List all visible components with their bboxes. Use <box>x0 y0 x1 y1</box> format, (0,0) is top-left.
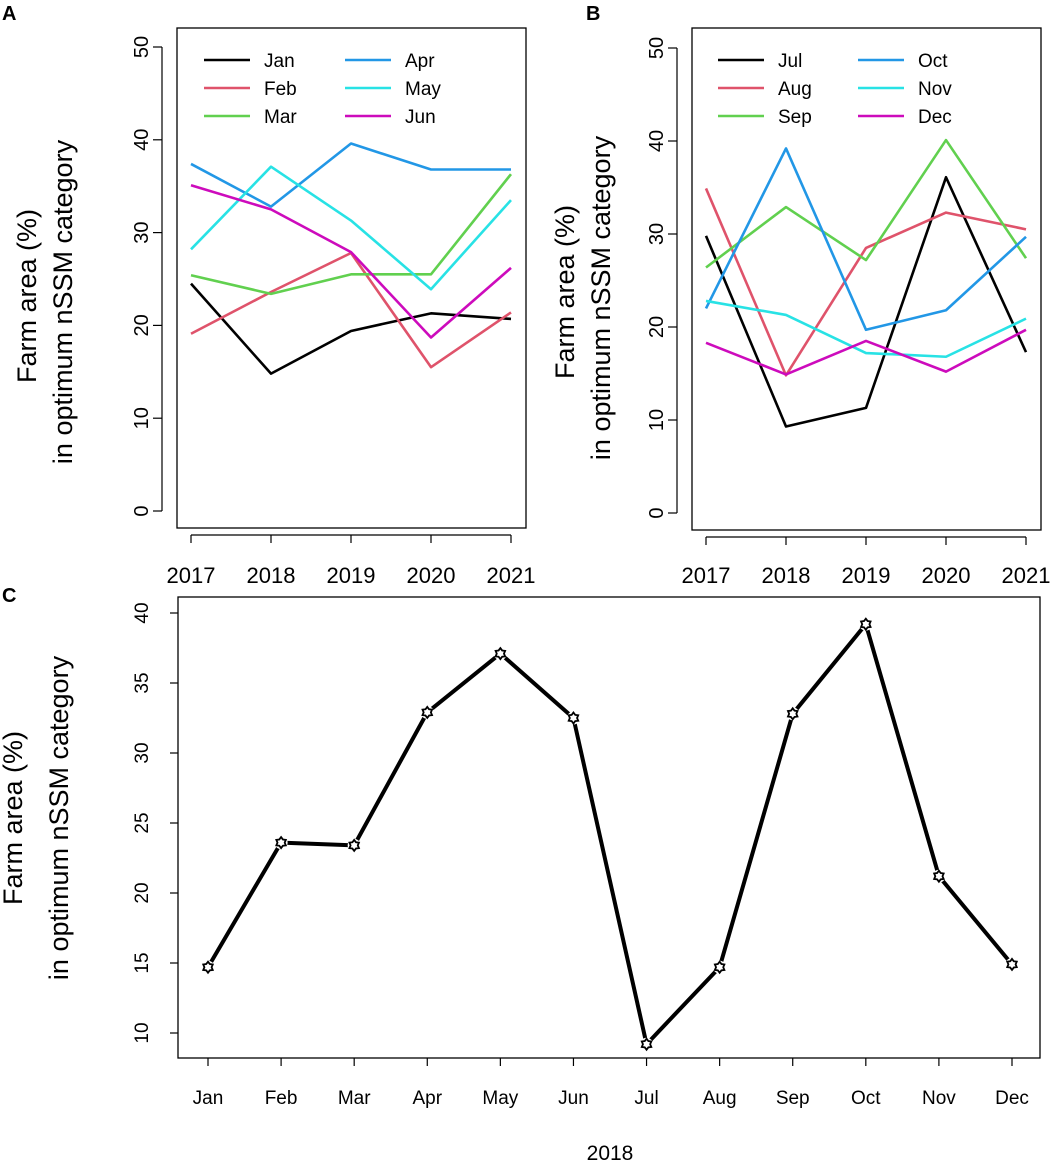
panel-b-series-line-nov <box>705 299 1027 359</box>
panel-c-point-marker <box>786 706 799 721</box>
panel-b-legend-label-aug: Aug <box>778 79 812 100</box>
panel-a-plot-frame <box>176 27 527 529</box>
panel-c-xlabel: 2018 <box>587 1142 634 1165</box>
panel-c-plot-frame <box>177 596 1041 1059</box>
panel-a-ylabel-line1: Farm area (%) <box>12 209 42 383</box>
panel-a-legend-label-jun: Jun <box>405 107 436 128</box>
panel-c-x-tick-label: May <box>482 1088 518 1109</box>
panel-a-legend-label-jan: Jan <box>264 51 295 72</box>
panel-b-legend-label-sep: Sep <box>778 107 812 128</box>
panel-c-y-tick-label: 30 <box>132 742 153 763</box>
panel-b-series-line-aug <box>704 187 1027 377</box>
panel-b: B Farm area (%) in optimum nSSM category… <box>550 3 1050 588</box>
panel-a-legend-label-may: May <box>405 79 441 100</box>
panel-b-series-line-oct <box>704 147 1027 332</box>
panel-a-series-line-jun <box>190 184 512 339</box>
panel-b-x-tick-label: 2020 <box>922 563 971 588</box>
panel-b-y-tick-label: 10 <box>646 409 668 431</box>
panel-a: A Farm area (%) in optimum nSSM category… <box>2 3 535 588</box>
panel-c-x-tick-label: Feb <box>265 1088 298 1109</box>
panel-a-legend-label-mar: Mar <box>264 107 297 128</box>
panel-c-point-marker <box>348 838 361 853</box>
panel-c-y-tick-label: 20 <box>132 882 153 903</box>
panel-c-point-marker <box>932 869 945 884</box>
panel-c-point-marker <box>421 705 434 720</box>
panel-c-series-line <box>206 622 1014 1047</box>
panel-c-ylabel-line1: Farm area (%) <box>0 731 28 905</box>
panel-a-x-tick-label: 2019 <box>327 563 376 588</box>
panel-c-y-tick-label: 35 <box>132 672 153 693</box>
panel-a-y-tick-label: 0 <box>131 505 153 516</box>
panel-a-y-tick-label: 50 <box>131 36 153 58</box>
panel-b-series-line-sep <box>705 138 1028 269</box>
panel-c-x-tick-label: Jul <box>634 1088 658 1109</box>
panel-c-marks: 10 15 20 25 30 35 40 Jan Feb Mar Apr May Jun Jul Aug Se… <box>132 596 1041 1109</box>
panel-a-ylabel-line2: in optimum nSSM category <box>48 139 78 464</box>
panel-b-ylabel-line1: Farm area (%) <box>550 205 580 379</box>
panel-c-point-marker <box>494 646 507 661</box>
panel-c-point-marker <box>1005 957 1019 972</box>
panel-a-y-tick-label: 40 <box>131 129 153 151</box>
panel-c-point-marker <box>713 960 726 975</box>
panel-c-point-marker <box>567 711 580 725</box>
panel-b-plot-frame <box>691 27 1042 531</box>
panel-b-x-tick-label: 2019 <box>842 563 891 588</box>
panel-b-y-tick-label: 20 <box>646 316 668 338</box>
panel-b-y-tick-label: 40 <box>646 130 668 152</box>
panel-c-x-tick-label: Sep <box>776 1088 810 1109</box>
panel-a-series-line-jan <box>190 282 512 375</box>
panel-b-x-tick-label: 2021 <box>1002 563 1051 588</box>
panel-c-y-tick-label: 40 <box>132 602 153 623</box>
panel-b-legend-label-oct: Oct <box>918 51 948 72</box>
panel-b-ylabel-line2: in optimum nSSM category <box>586 135 616 460</box>
panel-c-x-tick-label: Jun <box>558 1088 589 1109</box>
panel-a-x-tick-label: 2018 <box>247 563 296 588</box>
panel-b-y-tick-label: 30 <box>646 223 668 245</box>
panel-b-marks: 0 10 20 30 40 50 2017 2018 2019 2020 2021 Jul Aug Sep… <box>646 27 1051 588</box>
panel-a-series-line-may <box>190 165 512 291</box>
panel-c-x-tick-label: Jan <box>193 1088 224 1109</box>
panel-letter-a: A <box>2 3 16 25</box>
panel-c-x-tick-label: Nov <box>922 1088 956 1109</box>
panel-c-x-tick-label: Oct <box>851 1088 881 1109</box>
panel-a-legend-label-feb: Feb <box>264 79 297 100</box>
panel-a-y-tick-label: 30 <box>131 221 153 243</box>
panel-a-series-line-apr <box>190 142 511 208</box>
panel-c-x-tick-label: Aug <box>703 1088 737 1109</box>
panel-c-y-tick-label: 25 <box>132 812 153 833</box>
panel-a-series-line-mar <box>190 173 513 296</box>
panel-a-y-tick-label: 10 <box>131 407 153 429</box>
panel-a-x-tick-label: 2017 <box>167 563 216 588</box>
panel-b-legend-label-jul: Jul <box>778 51 802 72</box>
panel-letter-c: C <box>2 585 16 607</box>
panel-b-x-tick-label: 2018 <box>762 563 811 588</box>
panel-a-x-tick-label: 2020 <box>407 563 456 588</box>
panel-c-x-tick-label: Mar <box>338 1088 371 1109</box>
panel-c-y-tick-label: 15 <box>132 952 153 973</box>
panel-b-y-tick-label: 50 <box>646 37 668 59</box>
panel-c-point-marker <box>275 835 288 850</box>
panel-b-y-tick-label: 0 <box>646 507 668 518</box>
panel-a-legend-label-apr: Apr <box>405 51 435 72</box>
panel-b-x-tick-label: 2017 <box>682 563 731 588</box>
panel-c-point-marker <box>201 960 215 975</box>
panel-c-point-marker <box>640 1037 653 1052</box>
panel-c-y-tick-label: 10 <box>132 1022 153 1043</box>
panel-a-y-tick-label: 20 <box>131 314 153 336</box>
panel-b-series-line-dec <box>705 328 1027 376</box>
panel-c-point-marker <box>859 617 872 632</box>
panel-b-legend-label-dec: Dec <box>918 107 952 128</box>
panel-c-ylabel-line2: in optimum nSSM category <box>44 655 74 980</box>
panel-letter-b: B <box>586 3 600 25</box>
panel-c-x-tick-label: Dec <box>995 1088 1029 1109</box>
panel-b-legend-label-nov: Nov <box>918 79 952 100</box>
panel-a-x-tick-label: 2021 <box>487 563 536 588</box>
panel-c: C Farm area (%) in optimum nSSM category… <box>0 585 1041 1165</box>
panel-c-x-tick-label: Apr <box>412 1088 442 1109</box>
panel-a-marks: 0 10 20 30 40 50 2017 2018 2019 2020 2021 Jan Feb Mar… <box>131 27 536 588</box>
